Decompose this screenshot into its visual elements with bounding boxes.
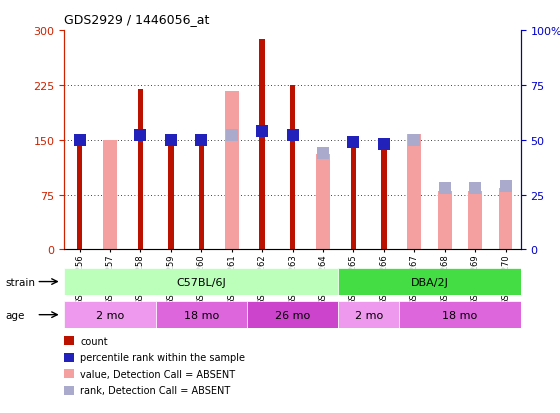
- Bar: [351, 142, 356, 250]
- Text: count: count: [80, 336, 108, 346]
- Bar: [225, 92, 239, 250]
- Bar: [499, 189, 512, 250]
- Text: age: age: [6, 310, 25, 320]
- Text: C57BL/6J: C57BL/6J: [176, 277, 226, 287]
- Text: value, Detection Call = ABSENT: value, Detection Call = ABSENT: [80, 369, 235, 379]
- Text: percentile rank within the sample: percentile rank within the sample: [80, 352, 245, 362]
- Text: 26 mo: 26 mo: [275, 310, 310, 320]
- Bar: [290, 86, 295, 250]
- Text: rank, Detection Call = ABSENT: rank, Detection Call = ABSENT: [80, 385, 230, 395]
- Bar: [259, 40, 265, 250]
- Text: 2 mo: 2 mo: [96, 310, 124, 320]
- Text: 2 mo: 2 mo: [354, 310, 383, 320]
- Bar: [247, 301, 338, 328]
- Bar: [64, 301, 156, 328]
- Bar: [338, 301, 399, 328]
- Text: strain: strain: [6, 277, 36, 287]
- Bar: [338, 268, 521, 295]
- Bar: [64, 268, 338, 295]
- Bar: [381, 144, 386, 250]
- Bar: [77, 140, 82, 250]
- Bar: [399, 301, 521, 328]
- Bar: [468, 192, 482, 250]
- Text: 18 mo: 18 mo: [184, 310, 219, 320]
- Bar: [138, 89, 143, 250]
- Text: 18 mo: 18 mo: [442, 310, 478, 320]
- Bar: [199, 138, 204, 250]
- Bar: [168, 137, 174, 250]
- Bar: [316, 155, 330, 250]
- Bar: [438, 192, 451, 250]
- Bar: [156, 301, 247, 328]
- Bar: [103, 140, 117, 250]
- Text: GDS2929 / 1446056_at: GDS2929 / 1446056_at: [64, 13, 210, 26]
- Bar: [408, 135, 421, 250]
- Text: DBA/2J: DBA/2J: [410, 277, 449, 287]
